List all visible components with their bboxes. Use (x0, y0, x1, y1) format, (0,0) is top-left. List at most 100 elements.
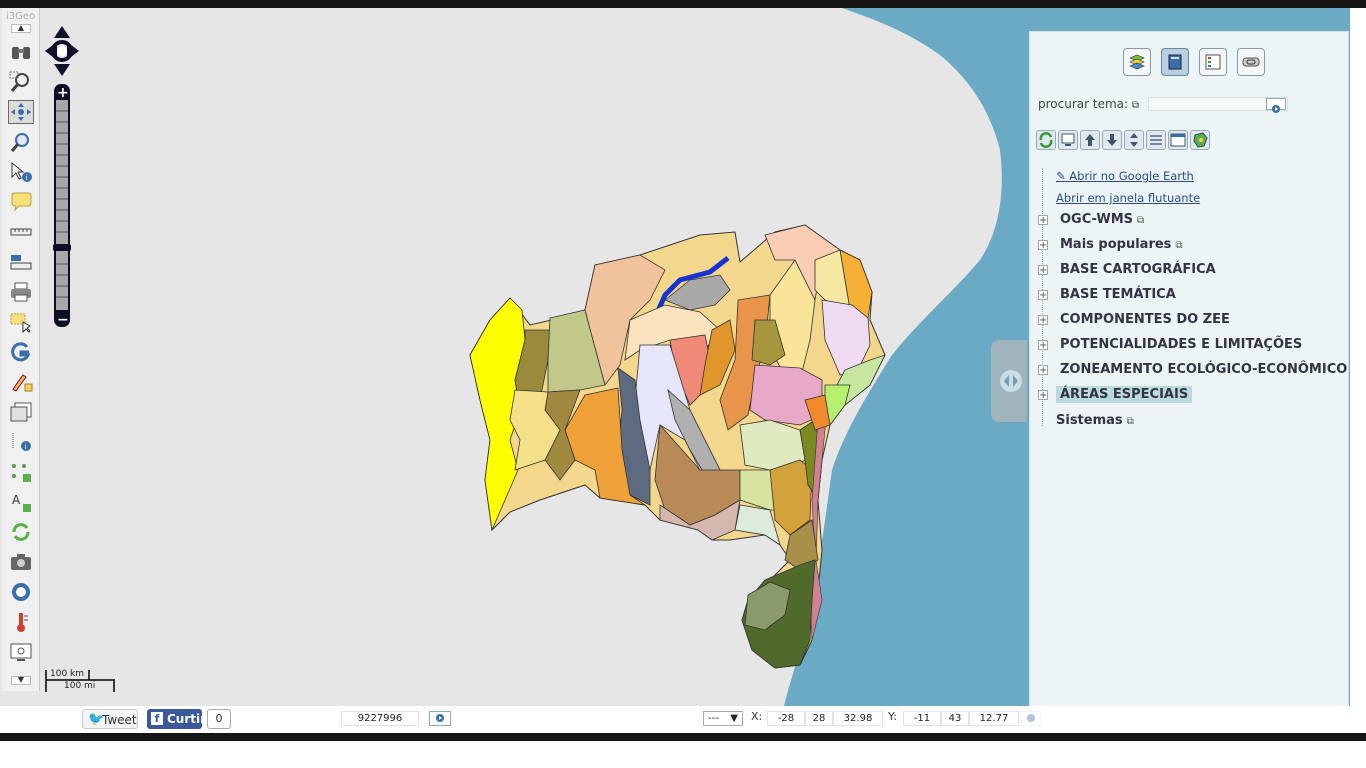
y-seconds-field[interactable]: 12.77 (969, 711, 1019, 726)
pan-control[interactable] (44, 24, 80, 78)
refresh-button[interactable] (8, 520, 34, 544)
external-link-icon: ⧉ (1131, 100, 1140, 111)
projection-select[interactable]: --- ▼ (703, 711, 743, 726)
identify-button[interactable]: i (8, 160, 34, 184)
expand-icon[interactable]: + (1038, 240, 1048, 251)
camera-button[interactable] (8, 550, 34, 574)
tab-link[interactable] (1237, 48, 1265, 76)
x-seconds-field[interactable]: 32.98 (833, 711, 883, 726)
insert-text-button[interactable]: A (8, 490, 34, 514)
region-lilac-ne (821, 299, 871, 376)
window-bottom-bar (0, 733, 1366, 741)
dropdown-arrow-icon: ▼ (730, 713, 738, 724)
zoom-out-icon: − (57, 312, 69, 327)
collapse-arrows-icon (1004, 375, 1018, 387)
facebook-like-button[interactable]: f Curtir (147, 709, 206, 729)
play-icon (1272, 105, 1280, 113)
info-point-button[interactable]: i (8, 430, 34, 454)
zoom-slider[interactable]: + − (53, 84, 71, 328)
search-theme-go-button[interactable] (1266, 98, 1286, 113)
google-earth-link[interactable]: ✎ Abrir no Google Earth (1056, 169, 1194, 183)
expand-icon[interactable]: + (1038, 215, 1048, 226)
tweet-button[interactable]: 🐦 Tweet (82, 709, 138, 729)
scale-input[interactable]: 9227996 (341, 711, 419, 726)
panel-collapse-handle[interactable] (991, 340, 1027, 422)
layers-button[interactable] (8, 400, 34, 424)
search-theme-input[interactable] (1148, 97, 1288, 111)
print-button[interactable] (8, 280, 34, 304)
region-goldenrod (769, 459, 813, 536)
toolbar-title: i3Geo (6, 11, 36, 22)
y-degrees-field[interactable]: -11 (903, 711, 941, 726)
temperature-button[interactable] (8, 610, 34, 634)
refresh-green-icon (1039, 132, 1053, 148)
measure-distance-button[interactable] (8, 220, 34, 244)
scale-apply-button[interactable] (429, 711, 451, 726)
window-icon (1170, 133, 1186, 147)
brazil-map-button[interactable] (1190, 130, 1210, 150)
edit-icon (12, 374, 33, 392)
expand-icon[interactable]: + (1038, 265, 1048, 276)
region-pink (749, 364, 823, 426)
expand-icon[interactable]: + (1038, 365, 1048, 376)
tab-layers[interactable] (1123, 48, 1151, 76)
zoom-box-button[interactable] (8, 70, 34, 94)
pan-down-icon (54, 64, 70, 76)
external-link-icon[interactable]: ⧉ (1126, 416, 1134, 427)
coordinates-apply-button[interactable] (1021, 711, 1041, 726)
options-button[interactable] (1146, 130, 1166, 150)
updown-icon (1130, 133, 1138, 147)
side-panel: procurar tema: ⧉ ✎ Abrir no Google Earth… (1029, 31, 1349, 729)
toolbar-scroll-down[interactable]: ▼ (11, 676, 31, 685)
wikipedia-icon (12, 583, 30, 601)
tab-legend[interactable] (1199, 48, 1227, 76)
pan-button[interactable] (8, 100, 34, 124)
insert-point-button[interactable] (8, 460, 34, 484)
toolbar-scroll-up[interactable]: ▲ (11, 24, 31, 33)
legend-tab-icon (1205, 54, 1221, 70)
expand-icon[interactable]: + (1038, 390, 1048, 401)
select-icon (10, 313, 31, 334)
select-button[interactable] (8, 310, 34, 334)
move-up-button[interactable] (1080, 130, 1100, 150)
tab-catalog[interactable] (1161, 48, 1189, 76)
binoculars-button[interactable] (8, 40, 34, 64)
camera-icon (11, 554, 31, 570)
balloon-icon (11, 192, 32, 212)
x-minutes-field[interactable]: 28 (805, 711, 833, 726)
temperature-icon (17, 613, 28, 632)
screen-zoom-icon (10, 643, 32, 661)
zoom-slider-handle (53, 244, 71, 251)
measure-area-button[interactable] (8, 250, 34, 274)
expand-icon[interactable]: + (1038, 315, 1048, 326)
info-point-icon: i (12, 433, 31, 451)
expand-icon[interactable]: + (1038, 290, 1048, 301)
monitor-icon (1061, 133, 1075, 146)
region-olive-east (751, 319, 786, 366)
measure-area-icon (10, 255, 32, 270)
google-button[interactable] (8, 340, 34, 364)
layers-tab-icon (1129, 54, 1145, 70)
y-minutes-field[interactable]: 43 (941, 711, 969, 726)
zoom-extent-button[interactable] (8, 130, 34, 154)
insert-text-icon: A (12, 493, 31, 512)
external-link-icon[interactable]: ⧉ (1175, 240, 1183, 251)
refresh-tree-button[interactable] (1036, 130, 1056, 150)
move-down-button[interactable] (1102, 130, 1122, 150)
x-degrees-field[interactable]: -28 (767, 711, 805, 726)
expand-icon[interactable]: + (1038, 340, 1048, 351)
external-link-icon[interactable]: ⧉ (1137, 215, 1145, 226)
twitter-bird-icon: 🐦 (88, 712, 105, 727)
floating-window-link[interactable]: Abrir em janela flutuante (1056, 191, 1201, 205)
wikipedia-button[interactable] (8, 580, 34, 604)
screen-zoom-button[interactable] (8, 640, 34, 664)
window-button[interactable] (1168, 130, 1188, 150)
svg-text:i: i (25, 443, 27, 451)
like-count: 0 (207, 709, 231, 729)
scale-bar: 100 km 100 mi (45, 668, 117, 694)
expand-collapse-button[interactable] (1124, 130, 1144, 150)
edit-button[interactable] (8, 370, 34, 394)
balloon-button[interactable] (8, 190, 34, 214)
play-icon (436, 714, 444, 722)
upload-button[interactable] (1058, 130, 1078, 150)
